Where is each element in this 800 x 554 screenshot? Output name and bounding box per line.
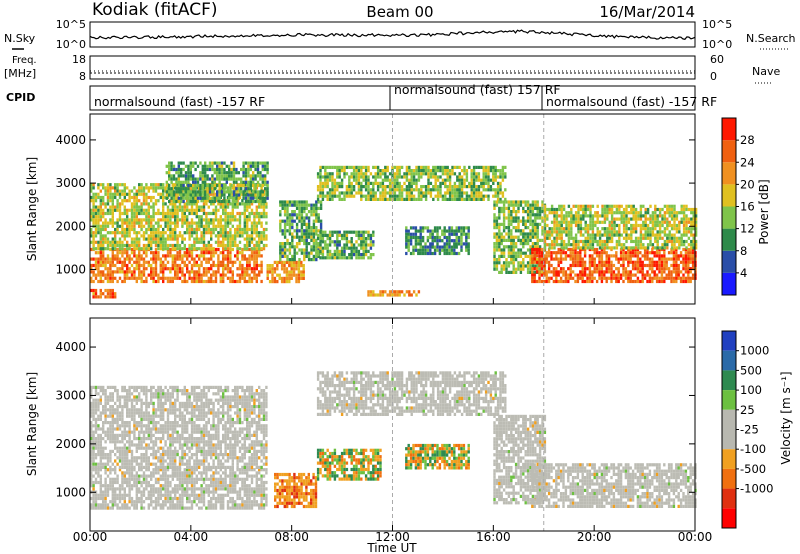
colorbar-swatch bbox=[722, 206, 736, 229]
data-region bbox=[90, 288, 117, 299]
power-cbar-tick: 4 bbox=[740, 266, 747, 280]
freq-tick-bottom: 8 bbox=[79, 70, 86, 83]
colorbar-swatch bbox=[722, 118, 736, 141]
colorbar-swatch bbox=[722, 468, 736, 489]
x-tick-label: 00:00 bbox=[73, 530, 108, 544]
power-cbar-tick: 28 bbox=[740, 133, 755, 147]
data-region bbox=[405, 443, 470, 470]
x-tick-label: 00:00 bbox=[678, 530, 713, 544]
cpid-seg-1: normalsound (fast) 157 RF bbox=[394, 82, 561, 97]
nsky-tick-bottom: 10^0 bbox=[56, 38, 86, 51]
nsearch-tick-bottom: 10^0 bbox=[702, 38, 732, 51]
colorbar-swatch bbox=[722, 162, 736, 185]
vel-cbar-tick: 25 bbox=[740, 403, 755, 417]
power-cbar-label: Power [dB] bbox=[757, 179, 771, 244]
y-tick-label: 1000 bbox=[55, 485, 86, 499]
nsearch-tick-top: 10^5 bbox=[702, 18, 732, 31]
colorbar-swatch bbox=[722, 272, 736, 295]
freq-tick-top: 18 bbox=[72, 53, 86, 66]
y-tick-label: 3000 bbox=[55, 176, 86, 190]
data-region bbox=[316, 371, 507, 416]
x-tick-label: 20:00 bbox=[577, 530, 612, 544]
cpid-strip: normalsound (fast) -157 RF normalsound (… bbox=[89, 82, 717, 111]
nave-label: Nave bbox=[752, 65, 780, 78]
power-cbar-tick: 20 bbox=[740, 177, 755, 191]
data-region bbox=[165, 161, 269, 204]
y-tick-label: 1000 bbox=[55, 262, 86, 276]
colorbar-swatch bbox=[722, 409, 736, 430]
x-tick-label: 08:00 bbox=[274, 530, 309, 544]
data-region bbox=[405, 226, 470, 256]
data-region bbox=[531, 463, 697, 508]
data-region bbox=[316, 165, 507, 201]
nsky-trace bbox=[89, 29, 696, 40]
vel-cbar-tick: -100 bbox=[740, 442, 766, 456]
cpid-label: CPID bbox=[6, 91, 35, 104]
velocity-colorbar: 1000 500 100 25 -25 -100 -500 -1000 bbox=[721, 330, 773, 529]
beam-title: Beam 00 bbox=[366, 3, 433, 21]
vel-cbar-tick: 500 bbox=[740, 363, 762, 377]
colorbar-swatch bbox=[722, 488, 736, 509]
y-tick-label: 4000 bbox=[55, 133, 86, 147]
data-region bbox=[90, 385, 268, 469]
xaxis-label: Time UT bbox=[366, 541, 417, 554]
x-tick-label: 04:00 bbox=[174, 530, 209, 544]
nsky-strip bbox=[89, 21, 696, 48]
power-colorbar: 4 8 12 16 20 24 28 bbox=[721, 117, 755, 296]
data-region bbox=[316, 230, 375, 260]
nsearch-label: N.Search bbox=[746, 32, 796, 45]
nsky-label: N.Sky bbox=[4, 32, 36, 45]
x-tick-label: 16:00 bbox=[476, 530, 511, 544]
cpid-seg-2: normalsound (fast) -157 RF bbox=[546, 94, 717, 109]
power-cbar-tick: 12 bbox=[740, 222, 755, 236]
vel-cbar-tick: 100 bbox=[740, 383, 762, 397]
nave-tick-bottom: 0 bbox=[710, 70, 717, 83]
nave-tick-top: 60 bbox=[710, 53, 724, 66]
colorbar-swatch bbox=[722, 331, 736, 351]
nsky-tick-top: 10^5 bbox=[56, 18, 86, 31]
power-panel: 1000 2000 3000 4000 Slant Range [km] bbox=[25, 113, 698, 305]
freq-label: Freq. bbox=[12, 55, 37, 66]
data-region bbox=[90, 468, 268, 510]
y-tick-label: 2000 bbox=[55, 437, 86, 451]
data-region bbox=[316, 448, 382, 481]
vel-cbar-tick: -500 bbox=[740, 462, 766, 476]
cpid-seg-0: normalsound (fast) -157 RF bbox=[94, 94, 265, 109]
y-tick-label: 4000 bbox=[55, 340, 86, 354]
data-region bbox=[274, 472, 318, 509]
vel-cbar-tick: -1000 bbox=[740, 482, 773, 496]
colorbar-swatch bbox=[722, 508, 736, 528]
colorbar-swatch bbox=[722, 390, 736, 410]
y-tick-label: 3000 bbox=[55, 388, 86, 402]
colorbar-swatch bbox=[722, 370, 736, 391]
colorbar-swatch bbox=[722, 184, 736, 207]
power-cbar-tick: 16 bbox=[740, 200, 755, 214]
colorbar-swatch bbox=[722, 250, 736, 273]
colorbar-swatch bbox=[722, 449, 736, 469]
data-region bbox=[266, 260, 305, 284]
power-ylabel: Slant Range [km] bbox=[25, 157, 39, 261]
vel-ylabel: Slant Range [km] bbox=[25, 372, 39, 476]
station-title: Kodiak (fitACF) bbox=[92, 0, 218, 20]
vel-cbar-tick: -25 bbox=[740, 423, 759, 437]
power-cbar-tick: 8 bbox=[740, 244, 747, 258]
vel-cbar-tick: 1000 bbox=[740, 344, 769, 358]
data-region bbox=[279, 200, 323, 262]
colorbar-swatch bbox=[722, 228, 736, 251]
freq-unit: [MHz] bbox=[4, 67, 36, 80]
colorbar-swatch bbox=[722, 429, 736, 450]
colorbar-swatch bbox=[722, 140, 736, 163]
date-title: 16/Mar/2014 bbox=[599, 3, 695, 21]
freq-strip bbox=[89, 55, 696, 80]
colorbar-swatch bbox=[722, 350, 736, 371]
power-cbar-tick: 24 bbox=[740, 155, 755, 169]
vel-cbar-label: Velocity [m s⁻¹] bbox=[779, 371, 793, 464]
x-tick-label: 12:00 bbox=[375, 530, 410, 544]
data-region bbox=[493, 200, 547, 274]
data-region bbox=[543, 204, 698, 250]
velocity-panel: 1000 2000 3000 4000 00:00 04:00 08:00 12:00 16:… bbox=[25, 298, 712, 554]
y-tick-label: 2000 bbox=[55, 219, 86, 233]
